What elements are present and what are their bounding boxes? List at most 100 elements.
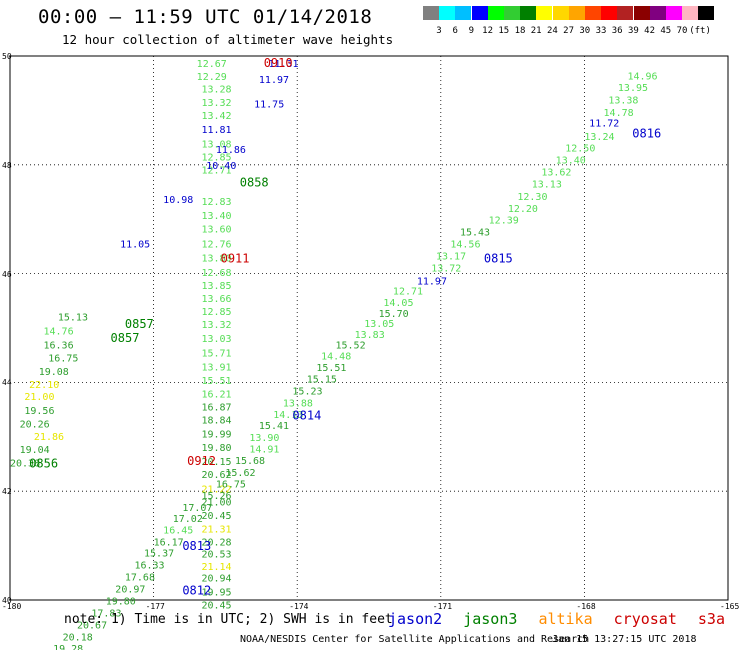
wave-height-value: 17.83 xyxy=(91,608,121,619)
wave-height-value: 15.15 xyxy=(307,374,337,385)
wave-height-value: 19.56 xyxy=(24,406,54,417)
wave-height-value: 17.68 xyxy=(125,572,155,583)
lon-tick-label: -177 xyxy=(145,602,165,611)
sat-jason2: jason2 xyxy=(388,610,443,628)
wave-height-value: 21.31 xyxy=(201,525,231,536)
wave-height-value: 20.62 xyxy=(201,470,231,481)
graticule xyxy=(10,56,728,600)
wave-height-value: 15.41 xyxy=(259,421,289,432)
generated-timestamp: Jan 15 13:27:15 UTC 2018 xyxy=(552,634,697,645)
wave-height-value: 13.72 xyxy=(431,263,461,274)
wave-height-value: 14.56 xyxy=(450,239,480,250)
pass-time-label: 0910 xyxy=(264,56,293,70)
wave-height-value: 12.85 xyxy=(201,152,231,163)
wave-height-value: 13.85 xyxy=(201,281,231,292)
wave-height-value: 12.29 xyxy=(197,72,227,83)
wave-height-value: 15.23 xyxy=(292,386,322,397)
legend-label: 21 xyxy=(530,26,542,36)
wave-height-value: 21.22 xyxy=(201,484,231,495)
pass-time-label: 0813 xyxy=(182,539,211,553)
wave-height-value: 14.78 xyxy=(604,108,634,119)
wave-height-value: 13.17 xyxy=(436,251,466,262)
wave-height-value: 20.18 xyxy=(63,632,93,643)
wave-height-value: 14.13 xyxy=(273,410,303,421)
wave-height-value: 19.80 xyxy=(201,443,231,454)
lat-tick-label: 48 xyxy=(2,160,12,170)
wave-height-value: 16.17 xyxy=(154,538,184,549)
wave-height-value: 13.13 xyxy=(532,180,562,191)
wave-height-value: 20.97 xyxy=(115,584,145,595)
wave-height-value: 22.10 xyxy=(29,380,59,391)
wave-height-value: 14.48 xyxy=(321,352,351,363)
legend-label: 18 xyxy=(514,26,526,36)
legend-label: 33 xyxy=(595,26,607,36)
wave-height-value: 11.97 xyxy=(417,276,447,287)
legend-swatch xyxy=(568,6,585,20)
wave-height-value: 13.05 xyxy=(364,319,394,330)
wave-height-value: 12.68 xyxy=(201,268,231,279)
wave-height-value: 16.87 xyxy=(201,403,231,414)
legend-swatch xyxy=(633,6,650,20)
wave-height-value: 19.28 xyxy=(53,644,83,650)
lon-tick-label: -168 xyxy=(576,602,596,611)
wave-height-value: 10.98 xyxy=(163,195,193,206)
wave-height-value: 11.31 xyxy=(268,59,298,70)
wave-height-value: 12.20 xyxy=(508,204,538,215)
wave-height-value: 16.45 xyxy=(163,526,193,537)
wave-height-value: 13.88 xyxy=(283,398,313,409)
legend-label: (ft) xyxy=(689,26,711,36)
wave-height-value: 11.05 xyxy=(120,239,150,250)
wave-height-value: 15.68 xyxy=(235,456,265,467)
wave-height-value: 15.62 xyxy=(225,468,255,479)
pass-time-label: 0814 xyxy=(292,408,321,422)
legend-label: 15 xyxy=(498,26,510,36)
lon-tick-label: -180 xyxy=(2,602,22,611)
wave-height-value: 11.75 xyxy=(254,100,284,111)
wave-height-value: 20.67 xyxy=(77,620,107,631)
wave-height-value: 15.37 xyxy=(144,548,174,559)
legend-label: 39 xyxy=(627,26,639,36)
wave-height-value: 14.91 xyxy=(249,445,279,456)
wave-height-value: 13.32 xyxy=(201,98,231,109)
legend-swatch xyxy=(601,6,618,20)
wave-height-value: 14.76 xyxy=(44,327,74,338)
wave-height-value: 16.21 xyxy=(201,390,231,401)
wave-height-value: 19.08 xyxy=(39,367,69,378)
legend-label: 6 xyxy=(452,26,458,36)
wave-height-value: 12.71 xyxy=(201,166,231,177)
wave-height-value: 20.28 xyxy=(201,538,231,549)
wave-height-value: 19.04 xyxy=(20,445,50,456)
lon-tick-label: -165 xyxy=(720,602,740,611)
wave-height-value: 13.90 xyxy=(249,433,279,444)
pass-time-label: 0812 xyxy=(182,584,211,598)
wave-height-value: 15.51 xyxy=(201,376,231,387)
wave-height-value: 17.07 xyxy=(182,503,212,514)
sat-altika: altika xyxy=(538,610,593,628)
sat-s3a: s3a xyxy=(697,610,725,628)
legend-swatch xyxy=(585,6,601,20)
wave-height-value: 15.51 xyxy=(316,363,346,374)
map-frame xyxy=(9,55,729,601)
wave-height-value: 20.38 xyxy=(10,459,40,470)
wave-height-value: 21.00 xyxy=(24,392,54,403)
wave-height-value: 19.80 xyxy=(106,596,136,607)
legend-label: 42 xyxy=(644,26,656,36)
wave-height-value: 13.03 xyxy=(201,334,231,345)
sat-jason3: jason3 xyxy=(463,610,518,628)
track-c: 14.9613.9513.3814.7811.7213.2412.5013.40… xyxy=(53,71,658,650)
wave-height-value: 13.91 xyxy=(201,362,231,373)
wave-height-value: 20.45 xyxy=(201,601,231,612)
wave-height-value: 18.84 xyxy=(201,416,231,427)
wave-height-value: 21.00 xyxy=(201,497,231,508)
lat-tick-label: 42 xyxy=(2,487,12,497)
wave-height-value: 11.81 xyxy=(201,125,231,136)
wave-height-value: 13.38 xyxy=(608,95,638,106)
wave-height-value: 11.97 xyxy=(259,75,289,86)
wave-height-value: 15.71 xyxy=(201,348,231,359)
wave-height-value: 15.43 xyxy=(460,228,490,239)
wave-height-value: 20.26 xyxy=(20,420,50,431)
legend-label: 30 xyxy=(579,26,591,36)
lon-tick-label: -171 xyxy=(432,602,453,611)
